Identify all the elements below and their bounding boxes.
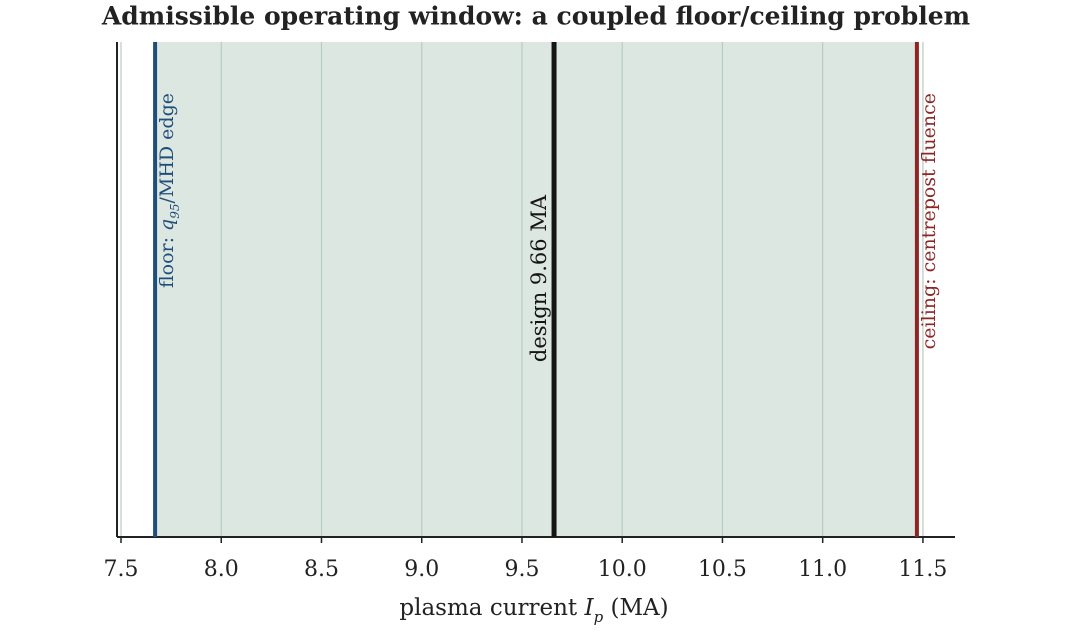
chart-title: Admissible operating window: a coupled f… xyxy=(101,2,970,31)
x-axis-label: plasma current Ip (MA) xyxy=(399,595,668,626)
window-span xyxy=(155,42,917,537)
x-tick-label: 8.5 xyxy=(304,557,339,582)
x-tick-label: 9.0 xyxy=(404,557,439,582)
label-suffix: (MA) xyxy=(603,595,668,621)
x-tick-label: 7.5 xyxy=(104,557,139,582)
label-subscript: 95 xyxy=(168,204,182,219)
label-symbol: I xyxy=(583,595,594,621)
label-symbol: q xyxy=(156,219,178,231)
label-text: design 9.66 MA xyxy=(527,194,551,362)
x-tick-label: 9.5 xyxy=(504,557,539,582)
bound-label: design 9.66 MA xyxy=(527,194,551,362)
bound-label: ceiling: centrepost fluence xyxy=(918,93,940,349)
x-tick-label: 10.0 xyxy=(598,557,647,582)
x-tick-label: 8.0 xyxy=(204,557,239,582)
label-text: plasma current xyxy=(399,595,584,621)
x-tick-label: 10.5 xyxy=(698,557,747,582)
label-text: floor: xyxy=(156,231,178,288)
label-subscript: p xyxy=(594,608,604,626)
x-tick-label: 11.5 xyxy=(898,557,947,582)
bound-label: floor: q95/MHD edge xyxy=(156,93,182,288)
label-suffix: /MHD edge xyxy=(156,93,178,204)
label-text: ceiling: centrepost fluence xyxy=(918,93,940,349)
x-tick-label: 11.0 xyxy=(798,557,847,582)
